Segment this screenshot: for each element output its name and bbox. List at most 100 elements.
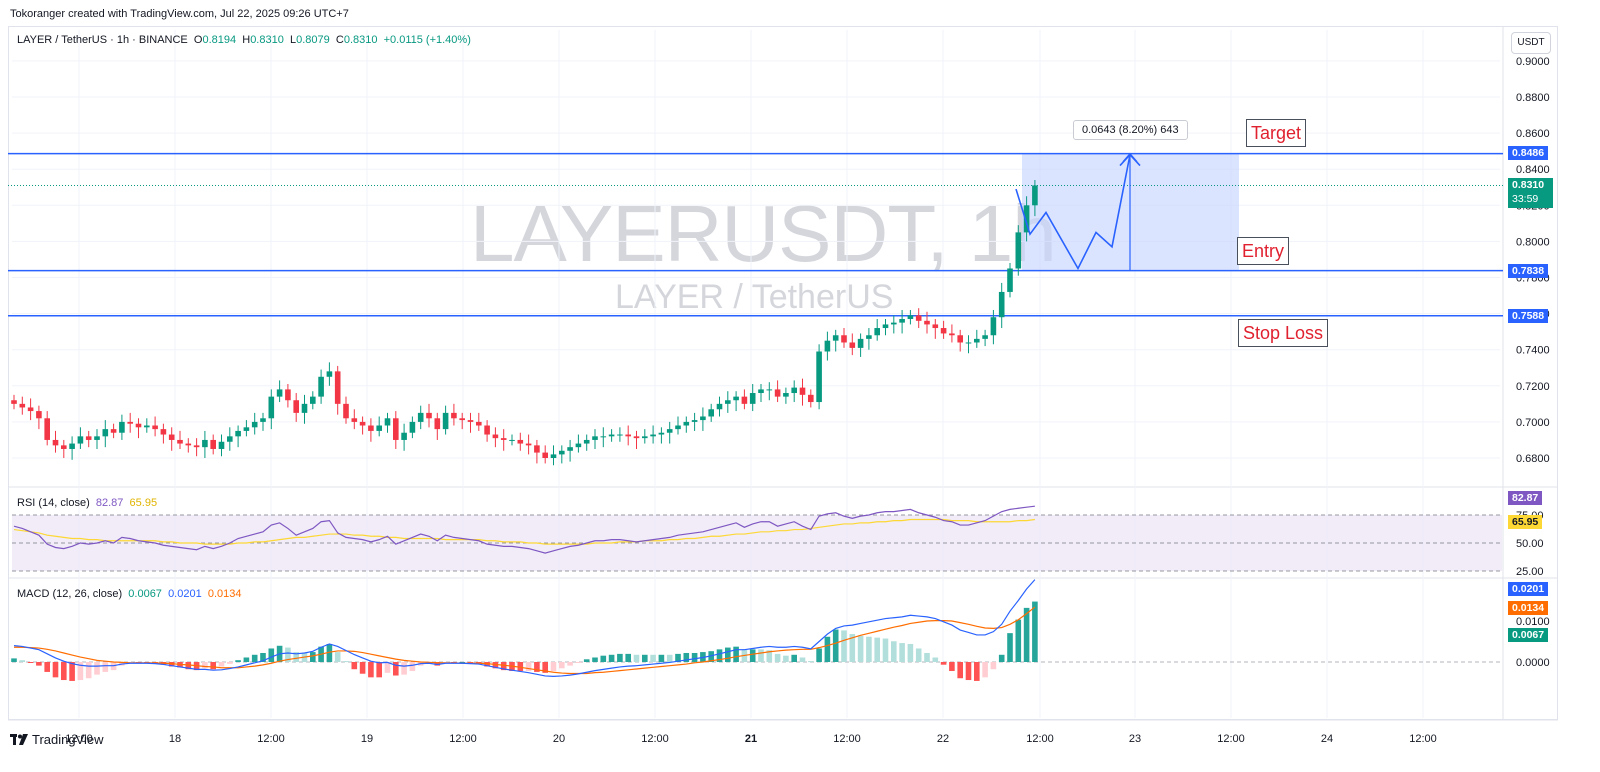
candle-body — [193, 445, 200, 448]
candle-body — [559, 450, 565, 455]
candle-body — [749, 393, 756, 404]
candle-body — [700, 416, 706, 421]
macd-histogram-bar — [542, 662, 548, 673]
macd-histogram-bar — [758, 649, 764, 662]
time-tick-label: 12:00 — [1217, 733, 1245, 745]
currency-selector[interactable]: USDT — [1511, 32, 1551, 54]
rsi-label[interactable]: RSI (14, close) — [17, 497, 90, 509]
macd-histogram-bar — [691, 652, 698, 662]
candle-body — [940, 328, 947, 334]
candle-body — [251, 421, 258, 428]
macd-label[interactable]: MACD (12, 26, close) — [17, 588, 123, 600]
macd-histogram-bar — [334, 652, 341, 662]
candle-body — [426, 412, 432, 419]
stop-loss-annotation[interactable]: Stop Loss — [1238, 319, 1329, 347]
time-tick-label: 20 — [553, 733, 565, 745]
current-price-badge: 0.8310 33:59 — [1508, 178, 1553, 208]
candle-body — [94, 436, 100, 440]
candle-body — [351, 418, 358, 422]
candle-body — [725, 400, 731, 404]
candle-body — [19, 403, 26, 408]
macd-histogram-bar — [310, 652, 316, 662]
macd-histogram-bar — [633, 654, 640, 662]
time-tick-label: 12:00 — [257, 733, 285, 745]
price-tick-label: 0.7000 — [1516, 417, 1550, 429]
target-annotation[interactable]: Target — [1246, 119, 1307, 147]
entry-annotation[interactable]: Entry — [1237, 237, 1290, 265]
candle-body — [567, 447, 573, 451]
candle-body — [932, 324, 939, 329]
price-tick-label: 0.7400 — [1516, 345, 1550, 357]
macd-histogram-bar — [932, 657, 939, 662]
macd-histogram-bar — [949, 662, 955, 672]
candle-body — [476, 421, 482, 426]
tradingview-logo[interactable]: TradingView — [10, 732, 104, 747]
macd-histogram-bar — [998, 654, 1005, 662]
candle-body — [334, 371, 341, 404]
macd-histogram-bar — [749, 649, 756, 662]
candle-body — [758, 389, 764, 394]
rsi-legend: RSI (14, close) 82.87 65.95 — [17, 497, 157, 509]
macd-histogram-bar — [857, 635, 864, 662]
macd-histogram-bar — [36, 662, 42, 666]
candle-body — [791, 387, 797, 394]
target-price-badge: 0.8486 — [1508, 146, 1549, 160]
candle-body — [127, 421, 133, 424]
candle-body — [1032, 185, 1038, 206]
macd-histogram-bar — [791, 654, 797, 662]
candle-body — [168, 434, 175, 440]
macd-line — [13, 579, 1036, 677]
candle-body — [467, 420, 474, 422]
macd-signal-line — [14, 606, 1036, 675]
open-value: 0.8194 — [202, 34, 237, 46]
macd-histogram-bar — [525, 662, 532, 672]
macd-histogram-bar — [666, 654, 673, 662]
rsi-ma-value: 65.95 — [129, 497, 158, 509]
candle-body — [318, 376, 324, 397]
macd-histogram-bar — [1015, 619, 1022, 662]
candle-body — [61, 445, 67, 449]
tradingview-icon — [10, 733, 28, 745]
macd-histogram-bar — [368, 662, 374, 678]
candle-body — [160, 429, 167, 435]
candle-body — [841, 335, 847, 343]
candle-body — [683, 421, 690, 426]
macd-histogram-bar — [874, 637, 880, 662]
macd-histogram-bar — [882, 638, 889, 662]
candle-body — [451, 412, 457, 419]
candle-body — [907, 315, 914, 320]
macd-histogram-bar — [44, 662, 50, 672]
candle-body — [434, 418, 441, 430]
candle-body — [625, 434, 631, 437]
candle-body — [1015, 232, 1022, 269]
macd-histogram-bar — [401, 662, 407, 675]
macd-histogram-bar — [384, 662, 391, 673]
candle-body — [492, 434, 499, 439]
macd-histogram-bar — [210, 662, 216, 670]
tradingview-brand: TradingView — [32, 732, 104, 747]
macd-histogram-bar — [990, 662, 997, 670]
candle-body — [832, 335, 839, 341]
candle-body — [218, 441, 225, 449]
rsi-tick-label: 50.00 — [1516, 538, 1544, 550]
macd-histogram-bar — [982, 662, 988, 678]
candle-body — [227, 436, 233, 442]
candle-body — [484, 425, 490, 435]
candle-body — [550, 454, 557, 458]
rsi-ma-line — [13, 518, 1035, 545]
candle-body — [957, 335, 963, 343]
candle-body — [592, 436, 598, 440]
candle-body — [675, 425, 681, 430]
symbol-label[interactable]: LAYER / TetherUS · 1h · BINANCE — [17, 34, 188, 46]
candle-body — [210, 439, 216, 449]
macd-legend: MACD (12, 26, close) 0.0067 0.0201 0.013… — [17, 588, 242, 600]
candle-body — [52, 439, 59, 446]
macd-histogram-bar — [567, 662, 573, 666]
macd-histogram-bar — [617, 653, 623, 662]
candle-body — [359, 421, 366, 426]
candle-body — [542, 452, 548, 458]
time-tick-label: 12:00 — [65, 733, 93, 745]
candle-body — [152, 425, 158, 430]
macd-histogram-bar — [393, 662, 399, 676]
